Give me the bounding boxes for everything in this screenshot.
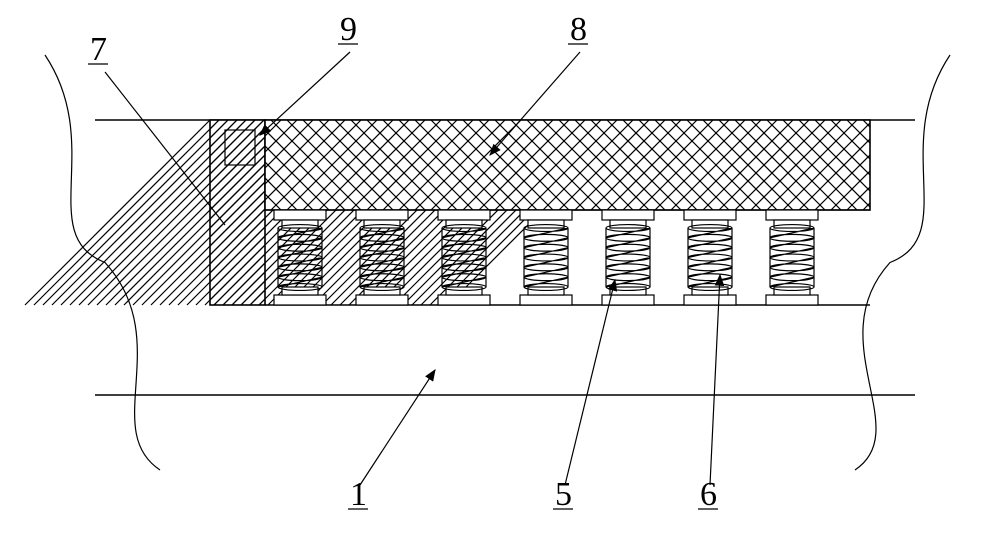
spring xyxy=(602,210,654,305)
spring xyxy=(274,210,326,305)
technical-diagram: 7 9 8 1 5 6 xyxy=(0,0,1000,534)
spring xyxy=(520,210,572,305)
leader-1 xyxy=(360,370,435,485)
label-6: 6 xyxy=(700,476,717,513)
leader-7 xyxy=(105,72,225,225)
label-7: 7 xyxy=(90,31,107,68)
label-5: 5 xyxy=(555,476,572,513)
label-8: 8 xyxy=(570,11,587,48)
label-1: 1 xyxy=(350,476,367,513)
right-break-curve xyxy=(855,55,950,470)
leader-5 xyxy=(565,280,615,485)
leader-6 xyxy=(710,275,720,485)
component-8 xyxy=(175,120,1000,210)
left-break-curve xyxy=(45,55,160,470)
spring xyxy=(356,210,408,305)
spring-row xyxy=(274,210,818,305)
spring xyxy=(684,210,736,305)
spring xyxy=(438,210,490,305)
spring xyxy=(766,210,818,305)
label-9: 9 xyxy=(340,11,357,48)
